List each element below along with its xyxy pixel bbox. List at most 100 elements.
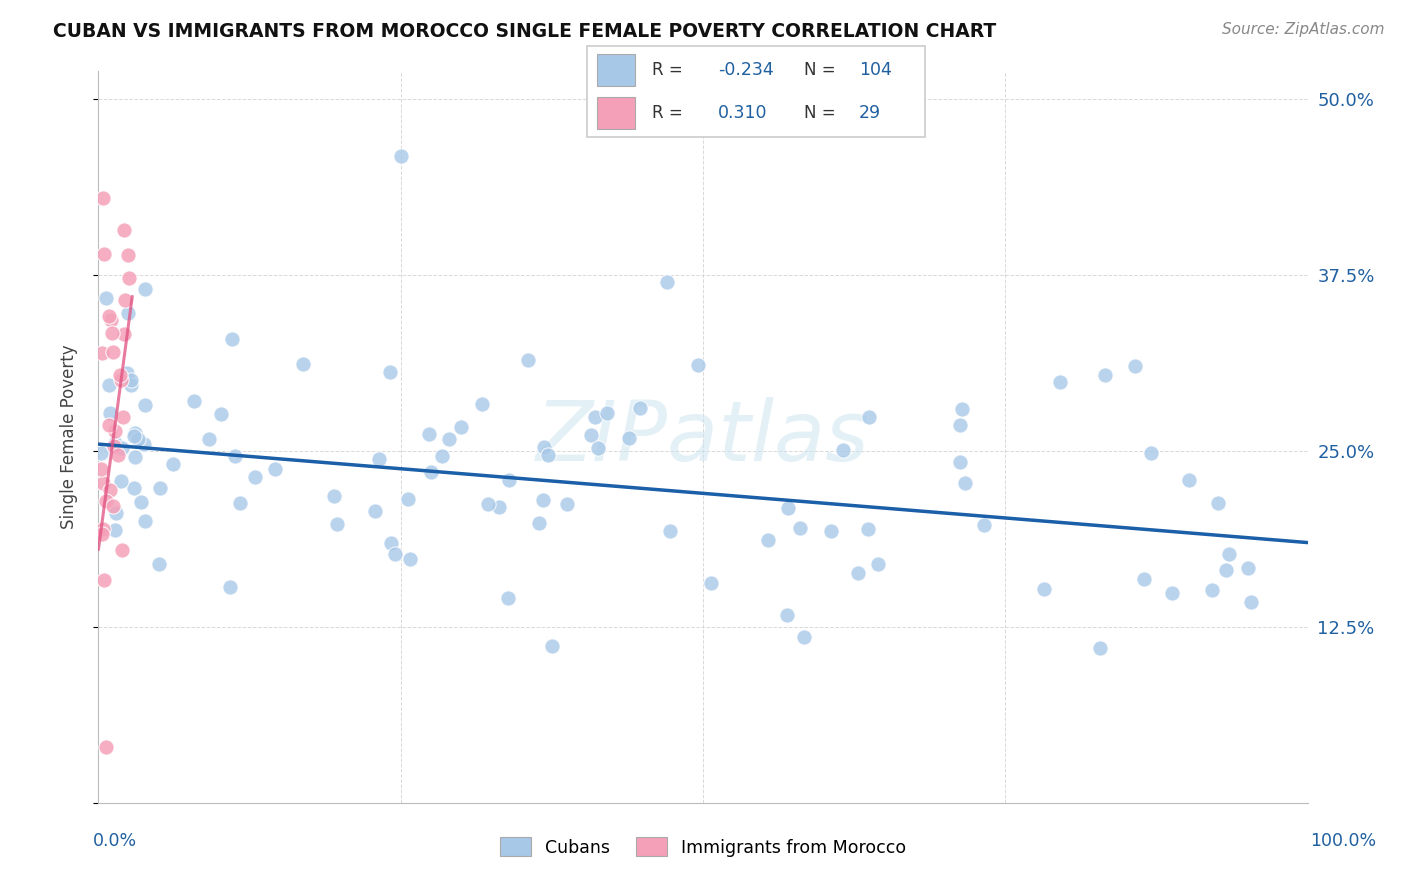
Point — [221, 332, 243, 346]
Point — [776, 501, 799, 516]
Point — [98, 378, 121, 392]
Point — [101, 499, 124, 513]
Point — [655, 276, 678, 290]
Point — [91, 522, 114, 536]
Point — [229, 496, 252, 510]
Point — [450, 420, 472, 434]
Point — [846, 566, 869, 581]
Point — [292, 357, 315, 371]
Point — [124, 426, 146, 441]
Point — [134, 398, 156, 412]
Point — [949, 417, 972, 432]
Point — [122, 481, 145, 495]
Point — [98, 406, 121, 420]
Point — [858, 410, 880, 425]
Point — [367, 452, 389, 467]
Point — [110, 475, 132, 489]
Point — [132, 437, 155, 451]
Point — [1094, 368, 1116, 382]
Point — [949, 455, 972, 469]
Point — [700, 575, 723, 590]
Point — [107, 448, 129, 462]
Point — [1201, 583, 1223, 598]
Point — [108, 368, 131, 382]
Text: Source: ZipAtlas.com: Source: ZipAtlas.com — [1222, 22, 1385, 37]
Point — [90, 462, 112, 476]
Point — [93, 247, 115, 261]
Y-axis label: Single Female Poverty: Single Female Poverty — [59, 345, 77, 529]
Point — [112, 223, 135, 237]
Point — [950, 402, 973, 417]
Point — [588, 442, 610, 456]
Point — [162, 458, 184, 472]
Point — [516, 352, 538, 367]
Point — [789, 521, 811, 535]
Point — [104, 507, 127, 521]
Text: N =: N = — [804, 61, 835, 78]
Point — [111, 442, 134, 456]
Point — [1090, 641, 1112, 656]
Point — [1161, 586, 1184, 600]
Point — [619, 431, 641, 445]
Text: 29: 29 — [859, 104, 882, 122]
Point — [399, 552, 422, 566]
Point — [94, 739, 117, 754]
Point — [104, 425, 127, 439]
Point — [104, 523, 127, 537]
Point — [541, 639, 564, 653]
Point — [264, 461, 287, 475]
Point — [533, 440, 555, 454]
Point — [111, 409, 134, 424]
Point — [471, 396, 494, 410]
Text: CUBAN VS IMMIGRANTS FROM MOROCCO SINGLE FEMALE POVERTY CORRELATION CHART: CUBAN VS IMMIGRANTS FROM MOROCCO SINGLE … — [53, 22, 997, 41]
Point — [245, 470, 267, 484]
Point — [1139, 446, 1161, 460]
Text: 100.0%: 100.0% — [1309, 831, 1376, 849]
Text: R =: R = — [652, 104, 683, 122]
Point — [110, 373, 132, 387]
Text: ZIPatlas: ZIPatlas — [536, 397, 870, 477]
Point — [96, 494, 118, 508]
Point — [124, 450, 146, 464]
Point — [437, 432, 460, 446]
Point — [101, 326, 124, 340]
Point — [134, 282, 156, 296]
Point — [1206, 496, 1229, 510]
Point — [1033, 582, 1056, 596]
Bar — [598, 97, 636, 129]
Point — [1237, 561, 1260, 575]
Point — [148, 557, 170, 571]
Point — [1049, 375, 1071, 389]
Point — [224, 450, 246, 464]
Point — [101, 344, 124, 359]
Point — [658, 524, 681, 539]
Point — [120, 377, 142, 392]
Legend: Cubans, Immigrants from Morocco: Cubans, Immigrants from Morocco — [494, 830, 912, 863]
Point — [380, 535, 402, 549]
Point — [114, 293, 136, 307]
Point — [115, 366, 138, 380]
Point — [1218, 547, 1240, 561]
Point — [856, 522, 879, 536]
Point — [91, 345, 114, 359]
Point — [527, 516, 550, 530]
Point — [134, 514, 156, 528]
Point — [1215, 563, 1237, 577]
Bar — [598, 54, 636, 86]
Point — [209, 407, 232, 421]
Point — [420, 466, 443, 480]
Point — [378, 365, 401, 379]
Point — [100, 483, 122, 497]
Point — [537, 448, 560, 462]
Point — [114, 326, 136, 341]
Point — [149, 481, 172, 495]
Point — [628, 401, 651, 415]
Point — [111, 543, 134, 558]
Point — [488, 500, 510, 515]
Point — [91, 476, 114, 491]
Point — [496, 591, 519, 605]
Point — [973, 517, 995, 532]
Point — [418, 426, 440, 441]
Point — [1123, 359, 1146, 373]
Text: 0.0%: 0.0% — [93, 831, 138, 849]
